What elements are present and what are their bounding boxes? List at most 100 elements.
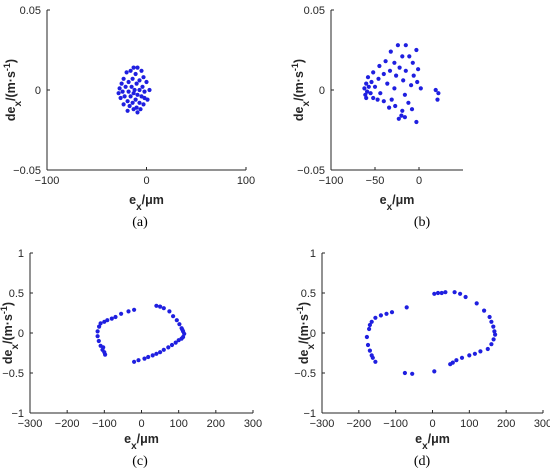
data-point: [472, 351, 477, 356]
y-tick-label: 0.05: [304, 5, 325, 17]
x-tick-label: −100: [383, 418, 408, 430]
data-point: [467, 353, 472, 358]
data-point: [137, 87, 142, 93]
data-point: [389, 310, 395, 315]
data-point: [478, 349, 483, 354]
data-point: [433, 87, 438, 93]
data-point: [133, 71, 138, 77]
x-tick-label: 100: [169, 418, 187, 430]
y-tick-label: 0.5: [301, 288, 316, 300]
data-point: [489, 319, 494, 324]
data-point: [174, 318, 179, 323]
data-point: [131, 91, 136, 96]
data-point: [435, 97, 440, 102]
data-point: [432, 291, 437, 296]
data-point: [388, 49, 393, 54]
data-point: [182, 331, 187, 336]
y-tick-label: −0.5: [2, 368, 24, 380]
data-point: [364, 334, 369, 340]
data-point: [180, 327, 185, 332]
x-tick-label: 200: [497, 418, 515, 430]
data-point: [399, 113, 404, 118]
y-axis-label: dex/(m·s-1): [295, 302, 317, 364]
x-tick-label: 300: [534, 418, 550, 430]
data-point: [137, 100, 142, 105]
x-axis-label: ex/μm: [129, 193, 164, 213]
data-point: [415, 79, 420, 85]
data-point: [385, 81, 390, 86]
data-point: [439, 290, 444, 296]
data-point: [383, 59, 388, 64]
data-point: [364, 81, 369, 86]
data-point: [126, 309, 131, 314]
data-point: [401, 78, 406, 83]
data-point: [167, 309, 172, 314]
data-point: [367, 326, 372, 332]
data-point: [492, 329, 497, 334]
data-point: [118, 95, 123, 101]
data-point: [370, 355, 375, 360]
data-point: [138, 107, 143, 112]
y-tick-label: 0.05: [20, 5, 41, 17]
data-point: [387, 68, 393, 73]
data-point: [400, 54, 405, 59]
data-point: [95, 329, 100, 334]
data-point: [410, 371, 415, 376]
data-point: [177, 322, 182, 327]
data-point: [127, 103, 132, 109]
y-tick-label: 0: [35, 85, 41, 97]
data-point: [400, 108, 405, 113]
data-point: [134, 81, 139, 86]
chart-panel-d: −1 −0.5 0 0.5 1 −300 −200 −100 0 100 200 300 ex/μm de…: [294, 248, 550, 469]
x-tick-label: −100: [319, 175, 344, 187]
data-point: [132, 307, 137, 312]
data-point: [458, 291, 463, 296]
data-point: [393, 103, 398, 109]
y-tick-label: 0.5: [9, 288, 24, 300]
data-point: [384, 311, 389, 316]
data-point: [135, 65, 140, 70]
y-tick-label: −0.05: [13, 165, 41, 177]
data-point: [132, 87, 137, 93]
data-point: [372, 84, 378, 89]
data-point: [117, 86, 122, 91]
data-point: [154, 303, 159, 308]
data-point: [395, 43, 400, 48]
data-point: [414, 47, 419, 53]
data-point: [135, 92, 140, 97]
x-tick-label: −100: [92, 418, 117, 430]
data-point: [394, 73, 399, 78]
data-point: [133, 97, 138, 102]
x-tick-label: 0: [138, 418, 144, 430]
data-point: [147, 87, 152, 93]
panel-caption: (d): [414, 454, 431, 469]
y-tick-label: 0: [310, 328, 316, 340]
data-point: [142, 89, 147, 94]
data-point: [126, 89, 131, 94]
x-tick-label: 100: [460, 418, 478, 430]
data-point: [150, 353, 155, 358]
data-point: [125, 99, 130, 104]
data-point: [96, 338, 101, 344]
data-point: [392, 86, 397, 91]
data-point: [126, 79, 131, 85]
data-point: [119, 81, 124, 86]
data-point: [97, 324, 102, 329]
data-point: [487, 314, 492, 320]
data-point: [154, 351, 159, 356]
data-point: [173, 340, 178, 345]
data-point: [158, 350, 163, 355]
data-point: [366, 84, 371, 89]
data-point: [409, 83, 414, 88]
data-point: [105, 318, 110, 323]
data-point: [139, 68, 144, 73]
data-point: [140, 84, 145, 89]
x-axis-label: ex/μm: [415, 432, 450, 452]
data-point: [387, 105, 392, 110]
data-point: [102, 350, 107, 355]
x-tick-label: −300: [310, 418, 335, 430]
data-point: [369, 79, 374, 85]
y-tick-label: −0.5: [294, 368, 316, 380]
